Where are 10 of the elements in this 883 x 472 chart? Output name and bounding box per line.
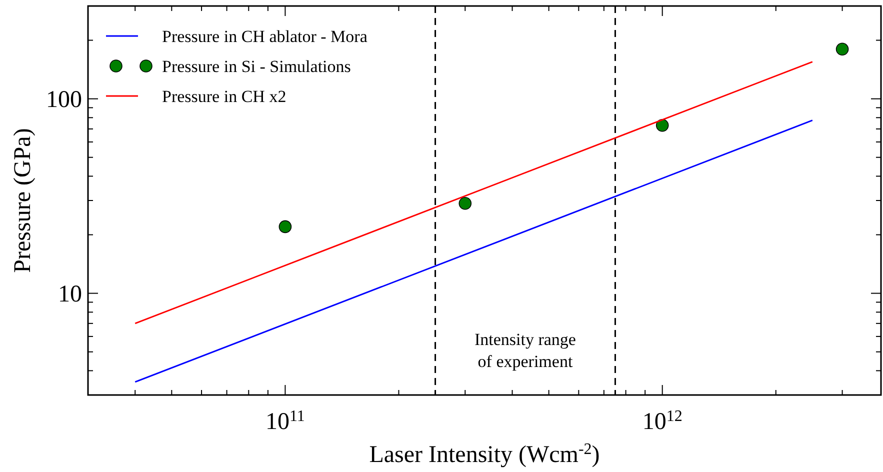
legend-label: Pressure in Si - Simulations xyxy=(162,56,351,76)
annotation: Intensity range of experiment xyxy=(474,330,576,371)
x-tick-label: 10$^{11}$ xyxy=(265,408,305,435)
x-tick-label: 10$^{12}$ xyxy=(642,408,682,435)
y-axis-title: Pressure (GPa) xyxy=(10,128,36,273)
legend-label: Pressure in CH x2 xyxy=(162,86,286,106)
legend-label: Pressure in CH ablator - Mora xyxy=(162,26,368,46)
y-tick-label: 10 xyxy=(58,282,82,308)
x-axis-title: Laser Intensity (Wcm$^{-2}$) xyxy=(369,440,600,468)
y-tick-label: 100 xyxy=(46,87,82,114)
